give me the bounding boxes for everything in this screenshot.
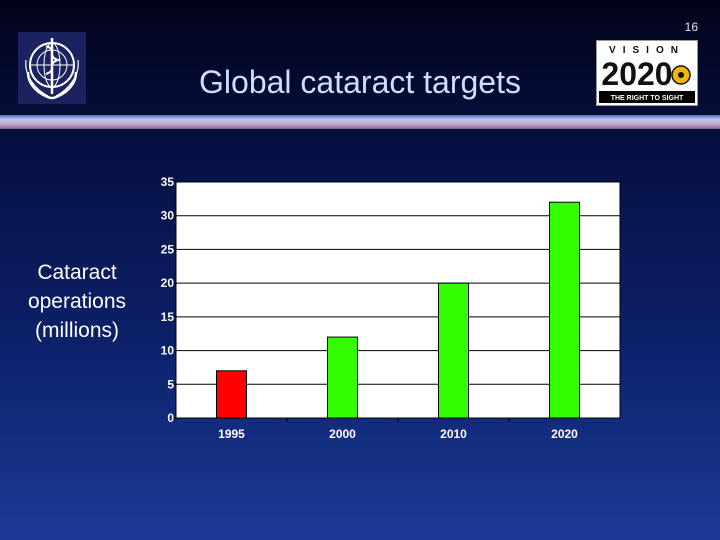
- x-tick-labels: 1995 2000 2010 2020: [218, 427, 578, 441]
- y-tick-label: 0: [167, 411, 174, 425]
- y-tick-label: 35: [161, 175, 175, 189]
- vision-2020-logo: VISION 2020 THE RIGHT TO SIGHT: [596, 40, 698, 106]
- y-tick-labels: 0 5 10 15 20 25 30 35: [161, 175, 175, 425]
- gridlines: [172, 181, 620, 422]
- page-title: Global cataract targets: [199, 64, 521, 100]
- bar-1995: [216, 370, 247, 419]
- title-divider: [0, 115, 720, 129]
- y-tick-label: 10: [161, 344, 175, 358]
- bars: [216, 201, 580, 419]
- x-tick-label: 1995: [218, 427, 245, 441]
- y-tick-label: 5: [167, 377, 174, 391]
- bar-chart: 0 5 10 15 20 25 30 35 1995 2000 2010 2020: [161, 175, 621, 441]
- plot-area: [175, 181, 621, 419]
- x-tick-label: 2000: [329, 427, 356, 441]
- y-axis-label: Cataract operations (millions): [27, 261, 127, 342]
- slide-number: 16: [684, 20, 698, 34]
- y-tick-label: 25: [161, 242, 175, 256]
- who-emblem-icon: [18, 32, 86, 104]
- x-tick-label: 2010: [440, 427, 467, 441]
- bar-2010: [438, 282, 469, 419]
- bar-2000: [327, 336, 358, 419]
- x-tick-label: 2020: [551, 427, 578, 441]
- y-tick-label: 20: [161, 276, 175, 290]
- vision-logo-tagline: THE RIGHT TO SIGHT: [611, 95, 684, 102]
- y-tick-label: 15: [161, 310, 175, 324]
- vision-logo-year: 2020: [601, 56, 672, 92]
- y-tick-label: 30: [161, 209, 175, 223]
- bar-2020: [549, 201, 580, 419]
- vision-logo-word: VISION: [609, 45, 685, 56]
